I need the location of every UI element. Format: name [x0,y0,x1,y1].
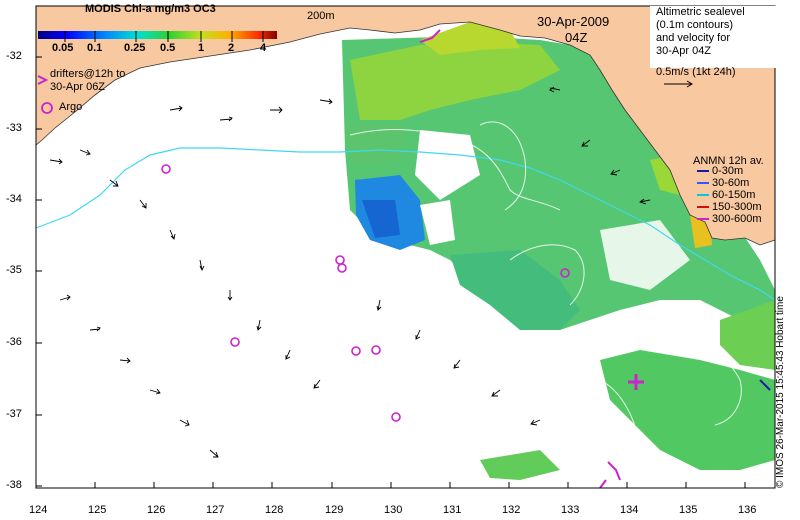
colorbar-tick-label: 1 [198,42,205,54]
x-tick-label: 124 [29,504,48,516]
anmn-legend-item: 0-30m [712,165,744,177]
colorbar-tick-label: 2 [228,42,235,54]
plot-frame [35,5,776,489]
anmn-legend-item: 30-60m [712,177,750,189]
anmn-mooring-markers [628,374,771,391]
x-tick-label: 132 [502,504,521,516]
isobath-label: 200m [307,10,335,22]
colorbar-ticks [64,31,264,42]
colorbar-tick-label: 0.25 [124,42,146,54]
y-tick-label: -33 [6,122,22,134]
x-tick-label: 135 [679,504,698,516]
axis-ticks [36,56,746,488]
x-tick-label: 131 [443,504,462,516]
velocity-scale-label: 0.5m/s (1kt 24h) [656,66,736,78]
argo-float-markers [161,164,570,422]
x-tick-label: 136 [738,504,757,516]
y-tick-label: -38 [6,479,22,491]
y-tick-label: -36 [6,336,22,348]
map-date: 30-Apr-2009 [537,14,610,29]
anmn-legend-arrows [697,170,709,220]
colorbar-tick-label: 0.05 [52,42,74,54]
colorbar-tick-label: 4 [260,42,267,54]
x-tick-label: 125 [88,504,107,516]
x-tick-label: 127 [206,504,225,516]
drifter-tracks [419,29,621,489]
anmn-legend-item: 60-150m [712,189,756,201]
y-tick-label: -37 [6,408,22,420]
x-tick-label: 126 [147,504,166,516]
x-tick-label: 130 [384,504,403,516]
x-tick-label: 134 [620,504,639,516]
colorbar-tick-label: 0.1 [87,42,103,54]
velocity-arrows [49,86,651,458]
argo-legend-symbol [41,102,53,114]
anmn-legend-item: 300-600m [712,213,762,225]
argo-legend-label: Argo [59,101,83,113]
velocity-scale-arrow [664,80,693,88]
credit-text: © IMOS 26-Mar-2015 15:45:43 Hobart time [775,296,786,488]
colorbar [38,31,277,39]
drifter-legend-label: drifters@12h to 30-Apr 06Z [50,68,126,93]
sealevel-contours [349,121,742,461]
y-tick-label: -34 [6,193,22,205]
altimetry-legend-box [650,6,782,68]
colorbar-tick-label: 0.5 [160,42,176,54]
colorbar-title: MODIS Chl-a mg/m3 OC3 [85,3,216,15]
x-tick-label: 128 [265,504,284,516]
y-tick-label: -32 [6,50,22,62]
anmn-legend-title: ANMN 12h av. [693,155,764,167]
altimetry-legend-text: Altimetric sealevel (0.1m contours) and … [656,6,745,57]
x-tick-label: 129 [325,504,344,516]
anmn-legend-item: 150-300m [712,201,762,213]
y-tick-label: -35 [6,264,22,276]
isobath-200m-line [35,147,776,301]
x-tick-label: 133 [561,504,580,516]
drifter-legend-symbol [37,75,49,85]
map-time: 04Z [565,30,588,45]
